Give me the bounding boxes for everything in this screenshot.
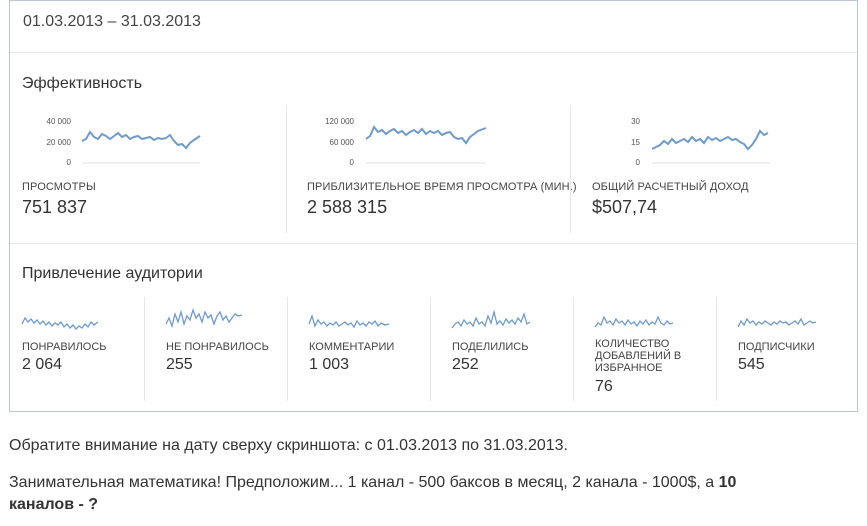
tick-label: 30: [631, 117, 640, 126]
caption-math-text: Занимательная математика! Предположим...…: [9, 474, 719, 491]
metric-label: ПОНРАВИЛОСЬ: [22, 341, 107, 353]
metric-value: 76: [595, 378, 613, 395]
divider: [716, 297, 717, 401]
metric-value: 255: [166, 356, 193, 373]
caption-date-note: Обратите внимание на дату сверху скриншо…: [9, 437, 568, 454]
caption-math-bold: 10: [718, 474, 737, 491]
dislikes-sparkline: [165, 307, 243, 329]
metric-label: КОЛИЧЕСТВО: [595, 338, 670, 350]
metric-value: 751 837: [22, 197, 88, 217]
metric-label: ПРОСМОТРЫ: [22, 181, 96, 193]
metric-value: 252: [452, 356, 479, 373]
metric-value: 2 588 315: [307, 197, 388, 217]
tick-label: 0: [349, 158, 354, 167]
watch-time-sparkline: [365, 125, 487, 164]
metric-label: ПОДЕЛИЛИСЬ: [452, 341, 529, 353]
metric-value: 545: [738, 356, 765, 373]
divider: [287, 297, 288, 401]
analytics-panel: 01.03.2013 – 31.03.2013 Эффективность 40…: [9, 0, 858, 412]
shares-sparkline: [451, 309, 531, 329]
metric-label: НЕ ПОНРАВИЛОСЬ: [166, 341, 269, 353]
metric-label: ПРИБЛИЗИТЕЛЬНОЕ ВРЕМЯ ПРОСМОТРА (МИН.): [307, 181, 577, 193]
views-sparkline: [81, 130, 201, 164]
divider: [570, 105, 571, 233]
divider: [430, 297, 431, 401]
caption-math-bold: каналов - ?: [9, 496, 99, 513]
metric-label: ПОДПИСЧИКИ: [738, 341, 815, 353]
divider: [573, 297, 574, 401]
tick-label: 0: [635, 158, 640, 167]
efficiency-section-title: Эффективность: [22, 75, 143, 92]
divider: [286, 105, 287, 233]
tick-label: 20 000: [46, 138, 71, 147]
tick-label: 0: [66, 158, 71, 167]
tick-label: 40 000: [46, 117, 71, 126]
caption-math: Занимательная математика! Предположим...…: [9, 472, 849, 516]
divider: [10, 52, 857, 53]
comments-sparkline: [308, 313, 390, 329]
metric-value: 1 003: [309, 356, 350, 373]
subscribers-sparkline: [737, 317, 817, 328]
metric-value: $507,74: [592, 197, 658, 217]
metric-label: КОММЕНТАРИИ: [309, 341, 395, 353]
metric-label: ИЗБРАННОЕ: [595, 362, 663, 374]
divider: [144, 297, 145, 401]
date-range[interactable]: 01.03.2013 – 31.03.2013: [23, 13, 201, 30]
metric-value: 2 064: [22, 356, 63, 373]
metric-label: ОБЩИЙ РАСЧЕТНЫЙ ДОХОД: [592, 181, 749, 193]
audience-section-title: Привлечение аудитории: [22, 265, 203, 282]
tick-label: 120 000: [325, 117, 354, 126]
divider: [10, 243, 857, 244]
favorites-sparkline: [594, 315, 674, 328]
likes-sparkline: [21, 316, 99, 330]
tick-label: 60 000: [329, 138, 354, 147]
tick-label: 15: [631, 138, 640, 147]
metric-label: ДОБАВЛЕНИЙ В: [595, 350, 682, 362]
revenue-sparkline: [651, 129, 770, 164]
